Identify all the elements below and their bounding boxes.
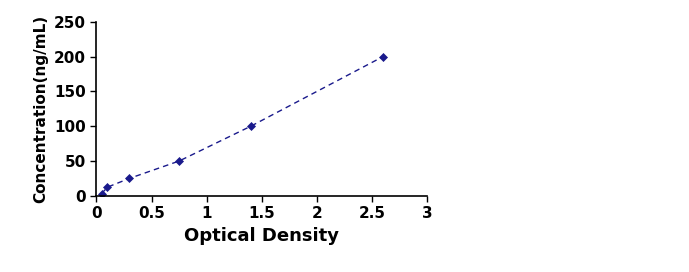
Y-axis label: Concentration(ng/mL): Concentration(ng/mL) — [34, 15, 48, 203]
X-axis label: Optical Density: Optical Density — [185, 227, 339, 245]
